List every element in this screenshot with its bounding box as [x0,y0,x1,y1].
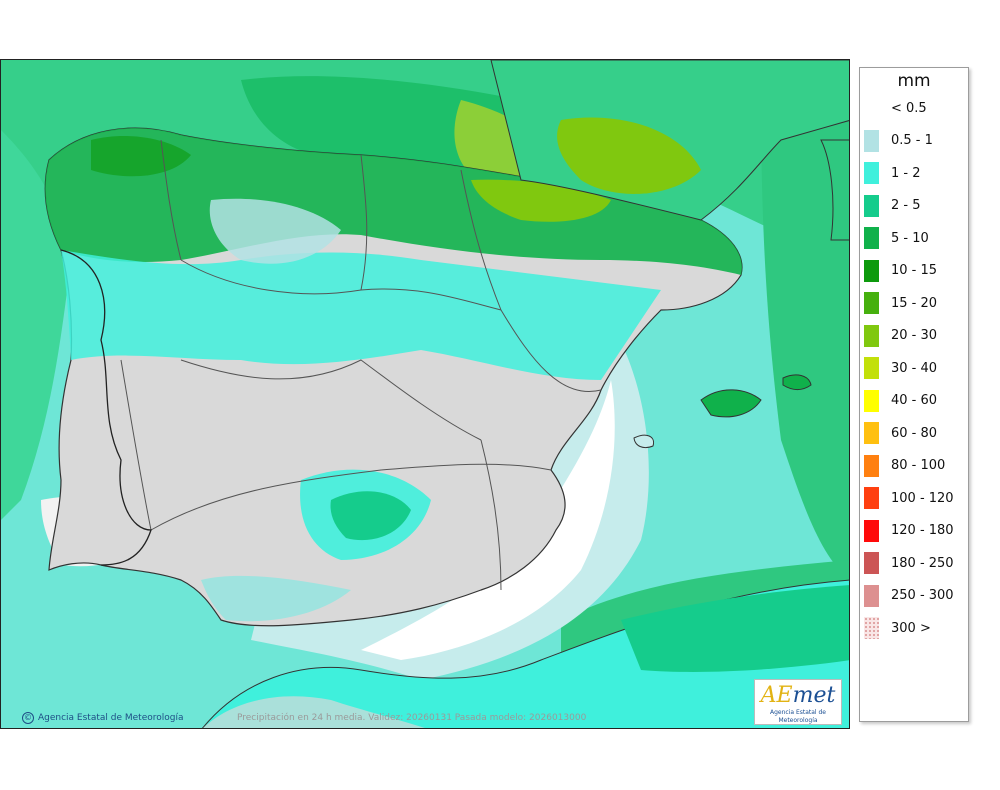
legend-row: 80 - 100 [864,454,945,478]
legend-label: 15 - 20 [891,295,938,311]
border-extremadura [120,359,152,531]
corsica-edge [820,139,849,241]
precipitation-map [0,59,850,729]
copyright-icon: © [22,712,34,724]
legend-label: 80 - 100 [891,458,946,473]
legend-row: 15 - 20 [864,291,937,315]
legend-row: 250 - 300 [864,584,954,608]
legend-label: 120 - 180 [891,523,954,538]
legend-label: 100 - 120 [891,490,954,506]
border-aragon [500,309,602,392]
logo-word-b: met [792,683,836,708]
legend-swatch [864,129,879,152]
legend-swatch [864,162,879,184]
france-heavy-rain [557,117,701,194]
legend-row: 40 - 60 [864,389,937,413]
legend-row: 0.5 - 1 [864,129,933,153]
legend-label: 40 - 60 [891,393,938,408]
legend-swatch [864,487,879,509]
legend-swatch [864,292,879,314]
credit-text: Agencia Estatal de Meteorología [38,713,184,723]
portugal-border [60,249,152,566]
legend-row: 300 > [864,616,931,640]
south-rain-core [330,491,411,541]
border-basque [460,169,502,311]
aemet-logo: AEmet Agencia Estatal de Meteorología [754,679,842,725]
legend-swatch [864,97,879,119]
legend-label: 180 - 250 [891,555,954,571]
region-borders [120,139,602,591]
legend-row: 120 - 180 [864,519,954,543]
legend-swatch [864,227,879,249]
legend-row: 10 - 15 [864,259,937,283]
legend-swatch [864,324,879,347]
galicia-rain [91,135,191,177]
legend-swatch [864,552,879,574]
legend-swatch [864,422,879,444]
mallorca [700,389,762,418]
legend-swatch [864,389,879,412]
legend-row: 1 - 2 [864,161,921,185]
legend-row: < 0.5 [864,96,927,120]
legend-label: 10 - 15 [891,263,938,278]
legend-label: < 0.5 [891,100,927,116]
legend-label: 20 - 30 [891,328,938,343]
legend-swatch [864,454,879,477]
morocco-dry [203,696,425,728]
legend-title: mm [897,71,931,91]
border-madrid [180,359,482,441]
legend-row: 2 - 5 [864,194,921,218]
legend-row: 20 - 30 [864,324,937,348]
legend-swatch [864,194,879,217]
legend-swatch [864,259,879,282]
algeria-rain [621,585,849,672]
legend-swatch [864,519,879,542]
duero-light-zone [209,198,341,264]
legend-row: 100 - 120 [864,486,954,510]
border-north-center [180,259,502,311]
center-north-rain-zone [61,250,661,380]
legend-swatch [864,357,879,379]
legend-row: 180 - 250 [864,551,954,575]
legend-label: 300 > [891,620,931,636]
legend-label: 1 - 2 [891,165,921,181]
agency-credit: © Agencia Estatal de Meteorología [22,712,184,724]
menorca [782,374,812,390]
legend-row: 5 - 10 [864,226,929,250]
logo-word-a: AE [760,683,793,708]
border-andalucia [150,463,552,531]
map-canvas [1,60,849,728]
mediterranean-dry [361,380,615,660]
legend-swatch [864,584,879,607]
legend-swatch [864,617,879,639]
legend-label: 250 - 300 [891,588,954,603]
logo-subtitle: Agencia Estatal de Meteorología [769,709,826,724]
legend-label: 30 - 40 [891,360,938,376]
legend-label: 60 - 80 [891,425,938,441]
border-galicia [160,139,182,261]
border-murcia [480,439,502,591]
legend-label: 5 - 10 [891,230,929,246]
south-coast-light [201,575,351,622]
map-caption: Precipitación en 24 h media. Validez: 20… [237,713,587,723]
legend-row: 60 - 80 [864,421,937,445]
legend-row: 30 - 40 [864,356,937,380]
border-cantabria [360,154,368,291]
precipitation-legend: mm < 0.5 0.5 - 1 1 - 2 2 - 5 5 - 10 10 - 15 15… [859,67,969,722]
legend-label: 0.5 - 1 [891,133,933,148]
ibiza [633,434,655,449]
east-sea-band [761,100,849,579]
logo-wordmark: AEmet [755,683,841,709]
legend-label: 2 - 5 [891,198,921,213]
